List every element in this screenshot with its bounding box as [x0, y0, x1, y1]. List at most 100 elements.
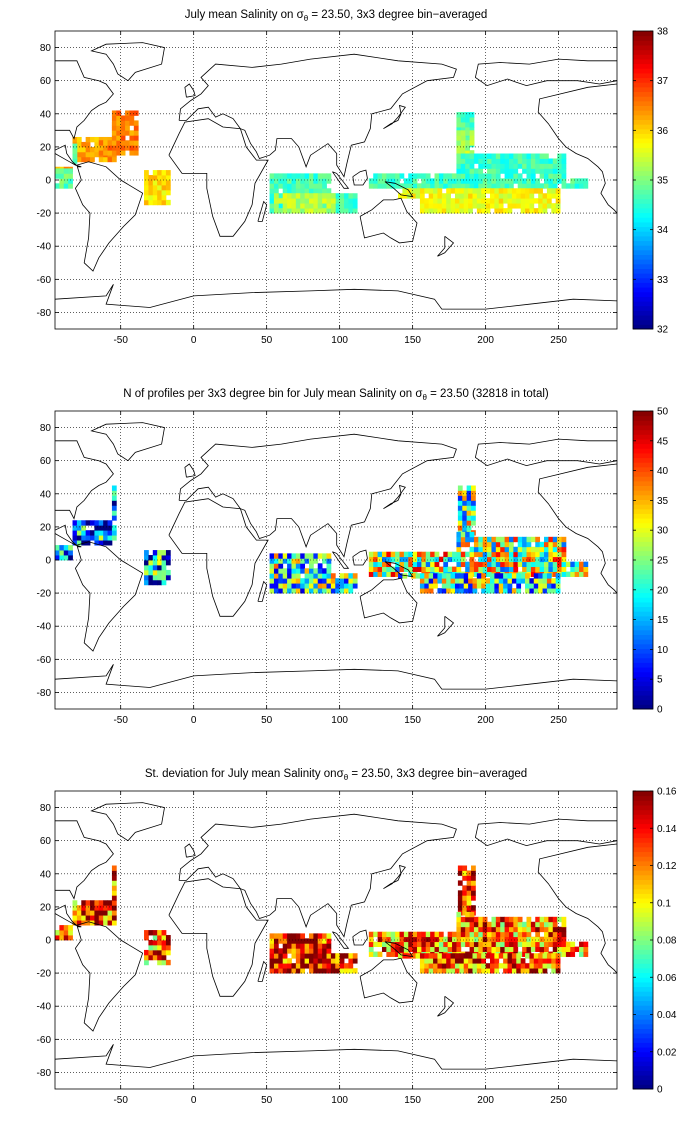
heatmap-bin: [555, 968, 561, 974]
heatmap-bin: [494, 578, 500, 584]
heatmap-bin: [111, 490, 117, 496]
heatmap-bin: [487, 551, 492, 558]
heatmap-bin: [424, 588, 430, 594]
heatmap-bin: [520, 188, 526, 194]
heatmap-bin: [471, 515, 476, 521]
heatmap-bin: [472, 578, 478, 584]
colorbar-swatch: [633, 415, 653, 421]
heatmap-bin: [330, 203, 336, 209]
heatmap-bin: [313, 953, 319, 959]
heatmap-bin: [419, 573, 425, 579]
heatmap-bin: [81, 915, 87, 921]
heatmap-bin: [457, 905, 463, 911]
heatmap-bin: [395, 173, 400, 179]
heatmap-bin: [504, 546, 510, 553]
heatmap-bin: [313, 583, 319, 589]
heatmap-bin: [152, 569, 158, 576]
heatmap-bin: [434, 561, 440, 568]
heatmap-bin: [326, 938, 332, 944]
heatmap-bin: [308, 553, 314, 559]
heatmap-bin: [482, 936, 488, 943]
heatmap-bin: [522, 536, 527, 543]
colorbar-swatch: [633, 795, 653, 801]
heatmap-bin: [491, 168, 497, 174]
heatmap-bin: [454, 578, 460, 584]
heatmap-bin: [273, 193, 279, 199]
heatmap-bin: [415, 573, 421, 579]
heatmap-bin: [579, 561, 584, 568]
title-suffix: = 23.50, 3x3 degree bin−averaged: [348, 768, 527, 780]
heatmap-bin: [317, 553, 323, 559]
heatmap-bin: [377, 173, 383, 179]
heatmap-bin: [433, 958, 438, 964]
heatmap-bin: [504, 556, 510, 563]
y-tick-label: -40: [37, 622, 52, 633]
heatmap-bin: [495, 163, 501, 169]
colorbar-swatch: [633, 1014, 653, 1020]
heatmap-bin: [579, 951, 584, 957]
heatmap-bin: [583, 561, 589, 568]
heatmap-bin: [522, 168, 527, 174]
colorbar-swatch: [633, 476, 653, 482]
heatmap-bin: [72, 915, 78, 921]
heatmap-bin: [513, 926, 519, 933]
heatmap-bin: [408, 936, 414, 943]
heatmap-bin: [412, 931, 418, 938]
heatmap-bin: [552, 946, 558, 952]
heatmap-bin: [308, 188, 314, 194]
heatmap-bin: [542, 578, 548, 584]
heatmap-bin: [144, 555, 149, 561]
heatmap-bin: [471, 880, 476, 886]
heatmap-bin: [504, 158, 510, 164]
heatmap-bin: [481, 968, 487, 974]
heatmap-bin: [513, 546, 519, 553]
heatmap-bin: [466, 525, 472, 531]
heatmap-bin: [322, 198, 327, 204]
heatmap-bin: [344, 588, 349, 594]
heatmap-bin: [94, 910, 100, 916]
heatmap-bin: [450, 963, 456, 969]
heatmap-bin: [544, 926, 549, 933]
heatmap-bin: [508, 173, 514, 179]
heatmap-bin: [295, 578, 301, 584]
heatmap-bin: [330, 193, 336, 199]
heatmap-bin: [555, 963, 561, 969]
heatmap-bin: [517, 941, 523, 948]
colorbar-tick-label: 0.08: [657, 936, 677, 947]
heatmap-bin: [507, 588, 513, 594]
heatmap-bin: [551, 583, 557, 589]
heatmap-bin: [561, 168, 567, 174]
coastline-greenland: [90, 422, 165, 462]
heatmap-bin: [165, 184, 171, 191]
heatmap-bin: [508, 158, 514, 164]
heatmap-bin: [469, 178, 475, 184]
heatmap-bin: [68, 550, 73, 556]
heatmap-bin: [555, 578, 561, 584]
heatmap-bin: [295, 573, 301, 579]
heatmap-bin: [144, 560, 149, 566]
heatmap-bin: [300, 953, 306, 959]
heatmap-bin: [317, 193, 323, 199]
heatmap-bin: [469, 921, 475, 928]
heatmap-bin: [478, 183, 484, 189]
colorbar-swatch: [633, 569, 653, 575]
heatmap-bin: [456, 531, 462, 538]
heatmap-bin: [278, 578, 284, 584]
heatmap-bin: [437, 198, 443, 204]
heatmap-bin: [570, 951, 576, 957]
heatmap-bin: [538, 193, 543, 199]
heatmap-bin: [548, 168, 554, 174]
heatmap-bin: [551, 963, 557, 969]
heatmap-bin: [373, 551, 378, 558]
heatmap-bin: [437, 208, 443, 214]
heatmap-bin: [495, 546, 501, 553]
heatmap-bin: [157, 175, 162, 181]
heatmap-bin: [111, 875, 117, 881]
heatmap-bin: [63, 555, 69, 561]
heatmap-bin: [313, 578, 319, 584]
heatmap-bin: [76, 920, 82, 926]
heatmap-bin: [417, 931, 422, 938]
x-tick-label: 100: [331, 715, 348, 726]
heatmap-bin: [469, 936, 475, 943]
heatmap-bin: [300, 958, 306, 964]
